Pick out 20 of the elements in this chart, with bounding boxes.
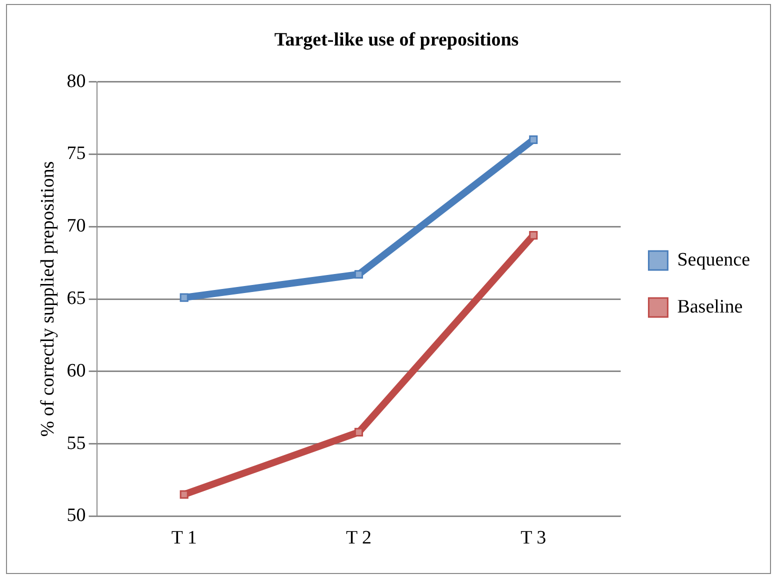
y-tick-label: 50 — [66, 505, 86, 526]
y-tick-label: 70 — [66, 216, 86, 237]
point — [354, 428, 364, 436]
x-tick-label: T 2 — [346, 528, 372, 549]
point — [529, 135, 538, 144]
y-axis-title: % of correctly supplied prepositions — [37, 161, 58, 437]
y-tick-label: 55 — [66, 432, 86, 454]
legend-label: Sequence — [677, 249, 750, 270]
point — [180, 293, 188, 302]
chart-title: Target-like use of prepositions — [274, 29, 519, 50]
x-tick-label: T 1 — [171, 528, 197, 549]
y-tick-label: 80 — [66, 70, 86, 92]
y-tick-label: 65 — [66, 288, 86, 309]
y-tick-label: 75 — [66, 143, 86, 164]
x-tick-label: T 3 — [520, 528, 546, 549]
point — [180, 490, 188, 499]
point — [354, 270, 364, 279]
y-tick-label: 60 — [66, 360, 86, 382]
legend-label: Baseline — [677, 296, 743, 318]
point — [529, 231, 538, 240]
